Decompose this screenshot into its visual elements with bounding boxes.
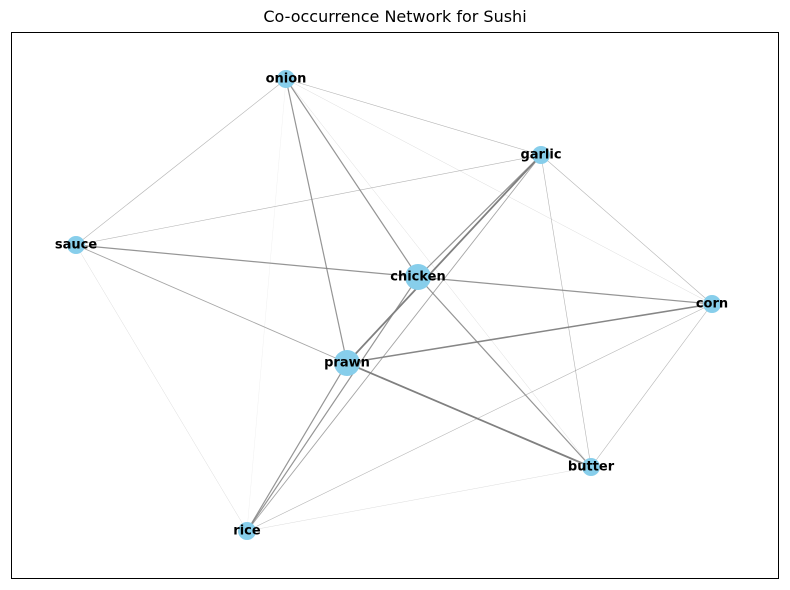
- edge-garlic-chicken: [417, 154, 542, 278]
- edge-prawn-butter: [346, 362, 592, 468]
- node-label-chicken: chicken: [390, 270, 446, 285]
- edge-onion-butter: [285, 78, 592, 468]
- edge-garlic-corn: [540, 154, 713, 305]
- node-corn: [703, 295, 721, 313]
- edge-sauce-prawn: [75, 244, 348, 364]
- node-label-garlic: garlic: [520, 148, 561, 163]
- nodes-layer: [67, 70, 721, 540]
- edge-chicken-butter: [417, 276, 592, 468]
- node-label-onion: onion: [266, 72, 307, 87]
- node-label-sauce: sauce: [55, 238, 97, 253]
- node-label-butter: butter: [568, 460, 615, 475]
- edge-garlic-prawn: [346, 154, 542, 364]
- edge-onion-prawn: [285, 78, 348, 364]
- labels-layer: onion garlic sauce chicken corn prawn butter ri…: [55, 72, 728, 539]
- edge-chicken-corn: [417, 276, 713, 305]
- edge-onion-garlic: [285, 78, 542, 156]
- node-garlic: [532, 146, 550, 164]
- node-rice: [238, 522, 256, 540]
- edge-garlic-rice: [246, 154, 542, 532]
- node-label-corn: corn: [696, 297, 728, 312]
- edge-butter-rice: [246, 466, 592, 532]
- edge-chicken-rice: [246, 276, 419, 532]
- node-prawn: [334, 350, 360, 376]
- node-onion: [277, 70, 295, 88]
- node-label-rice: rice: [233, 524, 261, 539]
- edge-onion-rice: [246, 78, 287, 532]
- edge-prawn-rice: [246, 362, 348, 532]
- edge-onion-chicken: [285, 78, 419, 278]
- edge-prawn-corn: [346, 303, 713, 364]
- node-sauce: [67, 236, 85, 254]
- plot-frame: [11, 32, 779, 579]
- edge-onion-corn: [285, 78, 713, 305]
- node-label-prawn: prawn: [324, 356, 370, 371]
- edge-corn-butter: [590, 303, 713, 468]
- edge-sauce-chicken: [75, 244, 419, 278]
- node-chicken: [405, 264, 431, 290]
- edges-layer: [75, 78, 713, 532]
- chart-title: Co-occurrence Network for Sushi: [263, 7, 527, 26]
- node-butter: [582, 458, 600, 476]
- edge-garlic-butter: [540, 154, 592, 468]
- edge-onion-sauce: [75, 78, 287, 246]
- edge-sauce-rice: [75, 244, 248, 532]
- edge-garlic-sauce: [75, 154, 542, 246]
- edge-corn-rice: [246, 303, 713, 532]
